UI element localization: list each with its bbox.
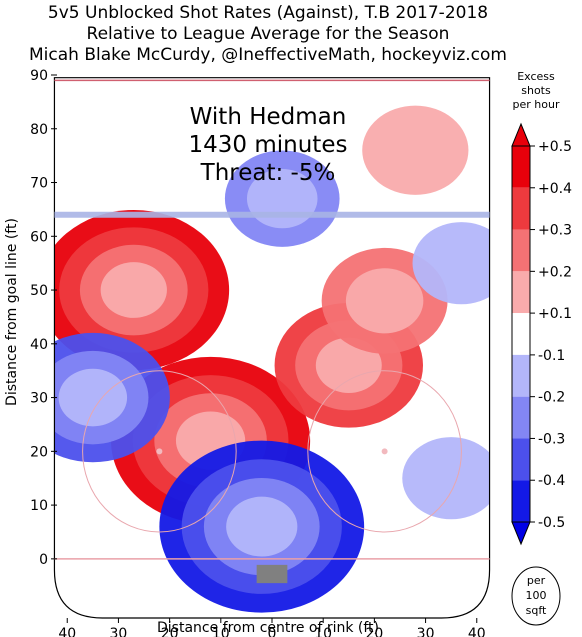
faceoff-circle-1 <box>307 370 462 533</box>
plot-area <box>53 77 491 619</box>
rink-markings <box>53 77 491 619</box>
y-axis: 0 10 20 30 40 50 60 70 80 90 <box>30 68 57 568</box>
x-tick-label-4: 0 <box>268 626 277 637</box>
colorbar-tick-label-5: -0.1 <box>538 348 565 364</box>
colorbar-tick-label-4: +0.1 <box>538 306 572 322</box>
colorbar-band-2 <box>512 229 530 272</box>
chart-title: 5v5 Unblocked Shot Rates (Against), T.B … <box>48 3 488 23</box>
y-tick-label-5: 50 <box>30 283 48 299</box>
colorbar-band-5 <box>512 354 530 397</box>
cold-spot-1-band-3 <box>226 496 298 557</box>
hot-spot-4-band-0 <box>362 105 469 195</box>
colorbar-tick-label-7: -0.3 <box>538 431 565 447</box>
goal-net <box>256 564 288 584</box>
x-tick-label-5: 10 <box>314 626 332 637</box>
x-tick-label-7: 30 <box>417 626 435 637</box>
y-tick-label-7: 70 <box>30 176 48 192</box>
x-tick-label-0: 40 <box>58 626 76 637</box>
colorbar-tick-label-9: -0.5 <box>538 515 565 531</box>
colorbar-band-8 <box>512 480 530 522</box>
x-tick-label-3: 10 <box>212 626 230 637</box>
faceoff-dot-1 <box>381 448 388 455</box>
colorbar-title-1: Excess <box>517 70 555 83</box>
hot-spot-2-band-2 <box>315 337 382 394</box>
rink-boards <box>53 77 491 619</box>
colorbar-tick-label-2: +0.3 <box>538 223 572 239</box>
y-tick-label-4: 40 <box>30 337 48 353</box>
y-tick-label-1: 10 <box>30 498 48 514</box>
colorbar-title-3: per hour <box>513 98 560 111</box>
y-tick-label-3: 30 <box>30 391 48 407</box>
y-tick-label-9: 90 <box>30 68 48 84</box>
y-tick-label-0: 0 <box>39 552 48 568</box>
hot-spot-3-band-1 <box>345 268 424 334</box>
colorbar-tick-label-8: -0.4 <box>538 473 565 489</box>
x-tick-label-2: 20 <box>161 626 179 637</box>
unit-badge-line2: 100 <box>526 589 547 602</box>
y-tick-label-8: 80 <box>30 122 48 138</box>
hot-spot-0-band-3 <box>100 262 167 318</box>
y-tick-label-2: 20 <box>30 444 48 460</box>
colorbar-title-2: shots <box>521 84 551 97</box>
colorbar-band-1 <box>512 187 530 230</box>
colorbar-tick-label-1: +0.4 <box>538 181 572 197</box>
cold-spot-3-band-0 <box>412 222 490 305</box>
chart-subtitle: Relative to League Average for the Seaso… <box>87 24 450 44</box>
chart-credit: Micah Blake McCurdy, @IneffectiveMath, h… <box>29 45 507 65</box>
colorbar: +0.5 +0.4 +0.3 +0.2 +0.1 -0.1 -0.2 -0.3 -0.4 -0.5 <box>511 122 572 546</box>
annotation-threat: Threat: -5% <box>200 160 336 186</box>
x-tick-label-6: 20 <box>365 626 383 637</box>
annotation-minutes: 1430 minutes <box>189 132 348 158</box>
x-axis-label: Distance from centre of rink (ft) <box>157 620 379 636</box>
colorbar-tick-label-6: -0.2 <box>538 390 565 406</box>
colorbar-under-arrow <box>511 521 531 546</box>
colorbar-tick-label-0: +0.5 <box>538 139 572 155</box>
y-axis-label: Distance from goal line (ft) <box>4 218 20 406</box>
x-tick-label-1: 30 <box>110 626 128 637</box>
cold-spot-4-band-0 <box>402 437 490 520</box>
colorbar-band-4 <box>512 313 530 355</box>
faceoff-circle-0 <box>82 370 237 533</box>
colorbar-band-7 <box>512 438 530 481</box>
colorbar-tick-label-3: +0.2 <box>538 264 572 280</box>
colorbar-band-0 <box>512 146 530 188</box>
colorbar-band-3 <box>512 271 530 314</box>
x-axis: 40 30 20 10 0 10 20 30 40 <box>58 618 486 637</box>
colorbar-frame <box>511 145 531 523</box>
annotation-player: With Hedman <box>190 104 347 130</box>
faceoff-dot-0 <box>156 448 163 455</box>
colorbar-over-arrow <box>511 122 531 147</box>
unit-badge <box>511 566 561 626</box>
unit-badge-line1: per <box>527 574 546 587</box>
x-tick-label-8: 40 <box>468 626 486 637</box>
colorbar-band-6 <box>512 396 530 439</box>
cold-spot-0-band-2 <box>58 368 128 427</box>
unit-badge-line3: sqft <box>526 604 547 617</box>
heatmap-layer <box>54 105 490 613</box>
y-tick-label-6: 60 <box>30 229 48 245</box>
